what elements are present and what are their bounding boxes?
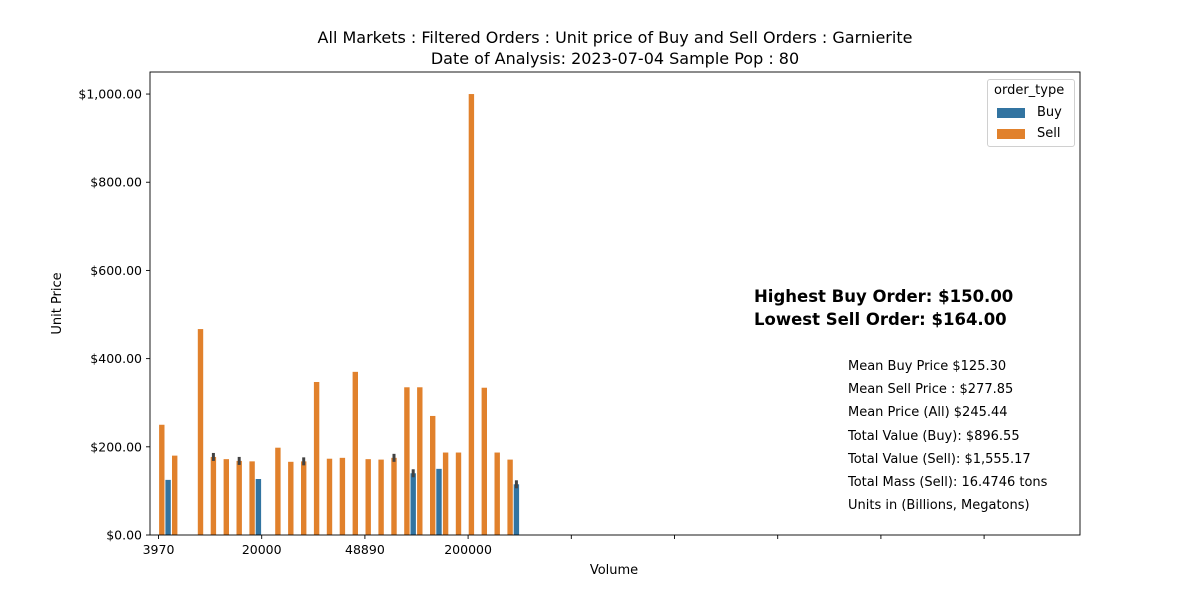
bar-sell-14 xyxy=(339,457,346,535)
y-tick-label-3: $600.00 xyxy=(90,263,142,278)
plot-frame xyxy=(149,71,1081,536)
chart-subtitle: Date of Analysis: 2023-07-04 Sample Pop … xyxy=(430,49,800,68)
bar-sell-1 xyxy=(172,455,178,535)
lowest-sell-annotation: Lowest Sell Order: $164.00 xyxy=(754,310,1007,329)
legend-swatch-sell xyxy=(997,129,1025,139)
y-axis-label: Unit Price xyxy=(50,272,65,334)
chart-title: All Markets : Filtered Orders : Unit pri… xyxy=(317,28,913,47)
y-tick-label-2: $400.00 xyxy=(90,351,142,366)
x-axis-label: Volume xyxy=(590,563,638,578)
x-tick-label-0: 3970 xyxy=(143,542,175,557)
bar-sell-10 xyxy=(288,461,294,535)
bar-sell-3 xyxy=(197,329,204,535)
bars-layer xyxy=(159,94,520,536)
bar-sell-13 xyxy=(326,458,333,535)
stat-total-value-buy: Total Value (Buy): $896.55 xyxy=(848,429,1020,444)
bar-sell-16 xyxy=(365,459,371,535)
axes-layer: $0.00 $200.00 $400.00 $600.00 $800.00 $1,000.… xyxy=(78,71,1081,557)
y-tick-label-1: $200.00 xyxy=(90,439,142,454)
x-tick-label-3: 200000 xyxy=(444,542,492,557)
stat-total-mass-sell: Total Mass (Sell): 16.4746 tons xyxy=(848,475,1048,490)
bar-sell-23 xyxy=(455,452,462,535)
error-bars-layer xyxy=(211,452,518,489)
bar-sell-15 xyxy=(352,371,358,535)
bar-buy-28 xyxy=(513,484,520,535)
bar-sell-25 xyxy=(481,387,487,535)
bar-sell-6 xyxy=(236,460,242,535)
y-tick-label-4: $800.00 xyxy=(90,175,142,190)
stat-units: Units in (Billions, Megatons) xyxy=(848,498,1030,513)
bar-sell-4 xyxy=(210,456,217,535)
bar-sell-19 xyxy=(404,387,410,535)
bar-buy-8 xyxy=(255,478,262,535)
bar-sell-26 xyxy=(494,452,500,535)
bar-sell-22 xyxy=(442,452,449,535)
bar-sell-24 xyxy=(468,94,475,536)
legend-title: order_type xyxy=(994,83,1065,98)
legend-label-sell: Sell xyxy=(1037,126,1061,141)
legend-swatch-buy xyxy=(997,108,1025,118)
stat-mean-all: Mean Price (All) $245.44 xyxy=(848,405,1008,420)
bar-buy-22 xyxy=(436,468,442,535)
y-tick-label-5: $1,000.00 xyxy=(78,87,142,102)
bar-buy-1 xyxy=(165,479,171,535)
y-tick-label-0: $0.00 xyxy=(106,528,142,543)
bar-sell-21 xyxy=(430,415,436,535)
bar-sell-12 xyxy=(313,381,320,535)
bar-buy-20 xyxy=(410,473,416,535)
bar-sell-18 xyxy=(391,457,397,535)
stat-mean-sell: Mean Sell Price : $277.85 xyxy=(848,382,1014,397)
highest-buy-annotation: Highest Buy Order: $150.00 xyxy=(754,287,1014,306)
bar-sell-17 xyxy=(378,459,384,535)
x-tick-label-1: 20000 xyxy=(242,542,282,557)
bar-sell-5 xyxy=(223,459,229,535)
x-tick-label-2: 48890 xyxy=(345,542,385,557)
bar-sell-11 xyxy=(301,461,307,535)
bar-sell-20 xyxy=(417,387,423,535)
stat-total-value-sell: Total Value (Sell): $1,555.17 xyxy=(848,452,1031,467)
stat-mean-buy: Mean Buy Price $125.30 xyxy=(848,359,1007,374)
legend: order_type Buy Sell xyxy=(987,79,1075,147)
bar-sell-7 xyxy=(249,461,255,535)
bar-sell-0 xyxy=(159,424,165,535)
bar-sell-9 xyxy=(275,447,281,535)
bar-sell-27 xyxy=(507,459,513,535)
legend-label-buy: Buy xyxy=(1037,105,1062,120)
